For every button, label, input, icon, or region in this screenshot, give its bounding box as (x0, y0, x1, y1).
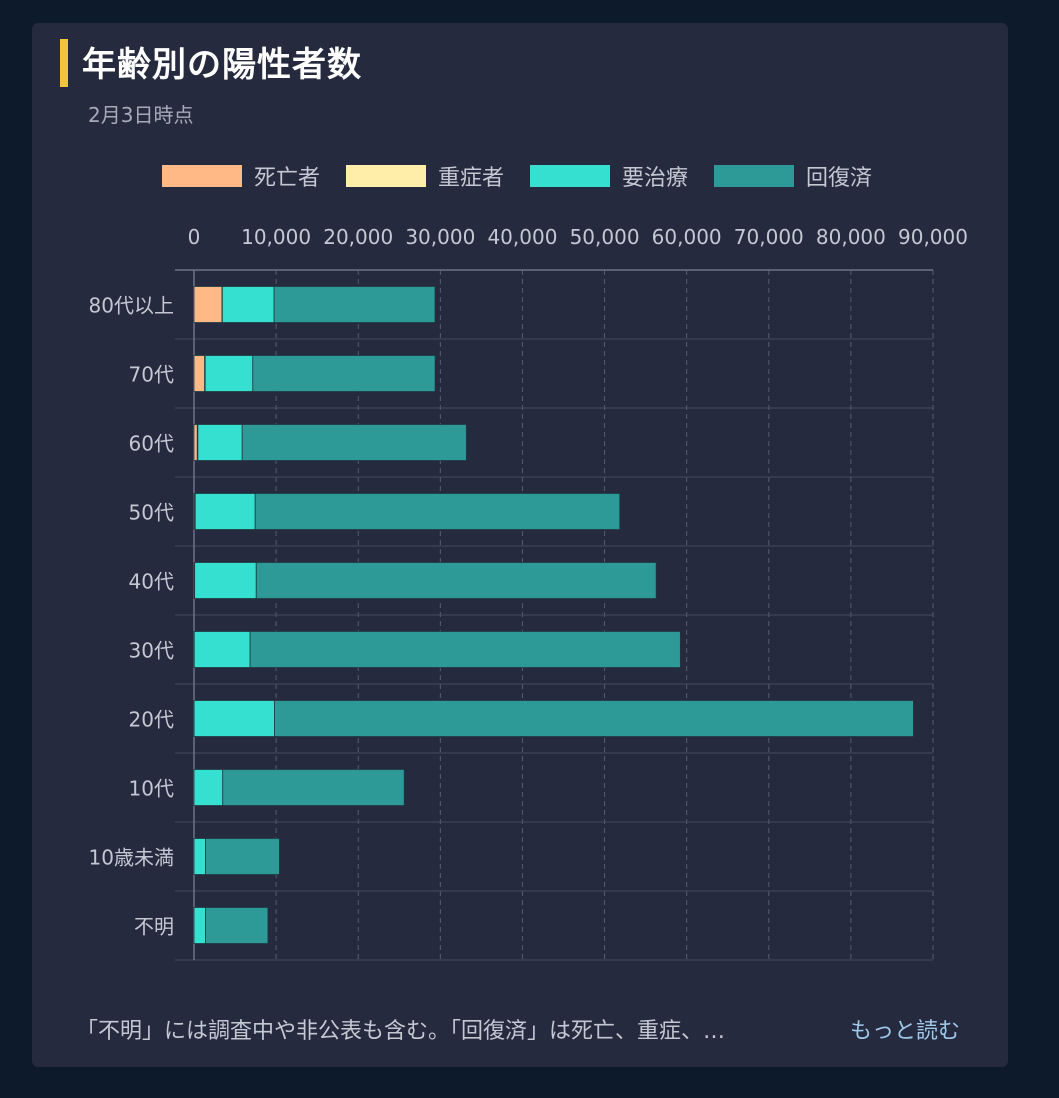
bar-segment (193, 424, 198, 461)
bar-segment (221, 286, 275, 323)
y-category-label: 40代 (129, 570, 174, 594)
bar-segment (241, 424, 467, 461)
x-tick-label: 40,000 (487, 225, 557, 249)
x-tick-label: 80,000 (816, 225, 886, 249)
y-category-label: 20代 (129, 708, 174, 732)
y-category-label: 70代 (129, 363, 174, 387)
bar-segment (273, 286, 436, 323)
bar-segment (205, 907, 269, 944)
x-tick-label: 50,000 (570, 225, 640, 249)
bar-segment (255, 562, 657, 599)
y-category-label: 10代 (129, 777, 174, 801)
x-tick-label: 0 (188, 225, 201, 249)
x-tick-label: 60,000 (652, 225, 722, 249)
legend-swatch (714, 165, 794, 187)
legend-swatch (530, 165, 610, 187)
legend-label: 要治療 (622, 166, 688, 191)
bar-segment (274, 700, 914, 737)
y-category-label: 50代 (129, 501, 174, 525)
bar-segment (205, 838, 280, 875)
x-tick-label: 90,000 (898, 225, 968, 249)
legend-label: 重症者 (438, 166, 504, 191)
bar-segment (194, 493, 256, 530)
y-category-label: 不明 (134, 915, 174, 939)
x-tick-label: 70,000 (734, 225, 804, 249)
title-accent-bar (60, 39, 68, 87)
footnote: 「不明」には調査中や非公表も含む。「回復済」は死亡、重症、… (76, 1019, 726, 1044)
bar-segment (193, 838, 206, 875)
x-tick-label: 20,000 (323, 225, 393, 249)
bar-segment (193, 631, 251, 668)
y-category-label: 10歳未満 (89, 846, 174, 870)
bar-segment (249, 631, 681, 668)
bar-segment (197, 424, 243, 461)
legend-label: 回復済 (806, 166, 872, 191)
bar-segment (193, 907, 206, 944)
chart-subtitle: 2月3日時点 (88, 103, 194, 127)
legend-swatch (162, 165, 242, 187)
bar-segment (194, 562, 257, 599)
read-more-link[interactable]: もっと読む (850, 1019, 961, 1044)
bar-segment (193, 700, 275, 737)
x-tick-label: 30,000 (405, 225, 475, 249)
y-category-label: 30代 (129, 639, 174, 663)
legend-label: 死亡者 (254, 166, 320, 191)
bar-segment (193, 355, 206, 392)
legend-swatch (346, 165, 426, 187)
bar-segment (252, 355, 436, 392)
bar-segment (193, 286, 223, 323)
x-tick-label: 10,000 (241, 225, 311, 249)
bar-segment (193, 769, 224, 806)
bar-segment (254, 493, 621, 530)
bar-segment (222, 769, 405, 806)
y-category-label: 60代 (129, 432, 174, 456)
chart-title: 年齢別の陽性者数 (82, 45, 362, 85)
bar-segment (204, 355, 254, 392)
y-category-label: 80代以上 (89, 294, 174, 318)
